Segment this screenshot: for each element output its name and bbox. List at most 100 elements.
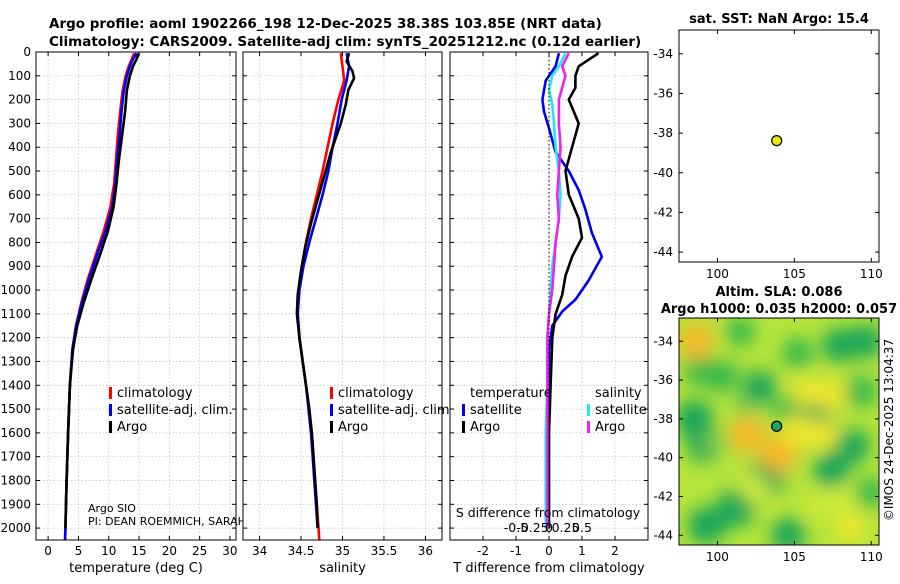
temperature-series-argo (64, 52, 141, 529)
sst_map-frame (678, 29, 880, 263)
sst_map-xtick-label: 110 (860, 267, 883, 281)
salinity-xtick-label: 36 (418, 544, 433, 558)
temperature-xtick-label: 10 (101, 544, 116, 558)
sla-map-title-line2: Argo h1000: 0.035 h2000: 0.057 (661, 302, 897, 317)
salinity-xtick-label: 34 (252, 544, 267, 558)
sla_map-anomaly-cell (792, 377, 822, 407)
difference-temperature-legend-swatch (462, 404, 465, 416)
sla_map-anomaly-cell (807, 492, 831, 517)
watermark-text: ©IMOS 24-Dec-2025 13:04:37 (882, 339, 896, 521)
sst_map-background (679, 30, 879, 262)
salinity-legend-swatch (330, 421, 333, 433)
difference-legend-salinity-title: salinity (595, 386, 642, 401)
salinity-panel: 34 34.5 35 35.5 36 salinity climatology satelli… (242, 51, 454, 576)
temperature-ytick-label: 1700 (0, 450, 31, 464)
sla_map-ytick-label: -36 (653, 373, 673, 387)
sla_map-xtick-label: 100 (706, 550, 729, 564)
difference-xlabel: T difference from climatology (452, 561, 645, 576)
temperature-xtick-label: 30 (222, 544, 237, 558)
sla_map-ytick-label: -44 (653, 528, 673, 542)
temperature-ytick-label: 600 (8, 188, 31, 202)
difference-xtick-label: -2 (477, 544, 489, 558)
salinity-xtick-label: 35 (335, 544, 350, 558)
sla_map-anomaly-cell (687, 506, 726, 545)
sst_map-ytick-label: -38 (653, 126, 673, 140)
temperature-plot-area (36, 52, 236, 540)
temperature-xtick-label: 5 (75, 544, 83, 558)
difference-xtick-label: -1 (510, 544, 522, 558)
temperature-ytick-label: 400 (8, 140, 31, 154)
temperature-ytick-label: 300 (8, 116, 31, 130)
sla-map-title-line1: Altim. SLA: 0.086 (716, 285, 843, 300)
sla_map-anomaly-cell (835, 513, 865, 543)
sst-map-panel: sat. SST: NaN Argo: 15.4 100 105 110 -34 -36 -… (653, 12, 882, 281)
temperature-ytick-label: 1500 (0, 402, 31, 416)
salinity-xtick-label: 35.5 (371, 544, 398, 558)
sla_map-ytick-label: -34 (653, 334, 673, 348)
temperature-xtick-label: 25 (192, 544, 207, 558)
sla_map-argo-position-marker (771, 420, 783, 432)
temperature-legend-label: climatology (117, 386, 193, 401)
temperature-ytick-label: 0 (23, 45, 31, 59)
sla_map-anomaly-cell (835, 428, 871, 464)
salinity-legend-swatch (330, 404, 333, 416)
sla_map-anomaly-cell (815, 380, 847, 412)
temperature-legend-swatch (109, 421, 112, 433)
sst_map-ytick-label: -40 (653, 166, 673, 180)
sla_map-anomaly-cell (741, 370, 777, 406)
difference-top-label: S difference from climatology (456, 505, 641, 520)
sla_map-frame (678, 317, 880, 546)
header-title-line2: Climatology: CARS2009. Satellite-adj cli… (49, 34, 641, 50)
temperature-legend-label: satellite-adj. clim. (117, 403, 233, 418)
temperature-ytick-label: 500 (8, 164, 31, 178)
temperature-legend-label: Argo (117, 420, 147, 435)
temperature-xlabel: temperature (deg C) (69, 561, 203, 576)
difference-salinity-legend-swatch (587, 421, 590, 433)
temperature-xtick-label: 0 (44, 544, 52, 558)
sla_map-ytick-label: -38 (653, 412, 673, 426)
temperature-annotation-institution: Argo SIO (88, 502, 136, 515)
salinity-legend-label: satellite-adj. clim. (338, 403, 454, 418)
salinity-plot-area (243, 52, 442, 540)
sla_map-anomaly-cell (771, 518, 806, 545)
difference-top-tick-label: 0.5 (572, 520, 592, 535)
sla_map-anomaly-cell (821, 327, 857, 363)
difference-top-tick-label: -0.5 (504, 520, 528, 535)
difference-temperature-legend-label: satellite (470, 403, 522, 418)
difference-top-tick-label: 0.25 (552, 520, 580, 535)
difference-salinity-legend-label: Argo (595, 420, 625, 435)
salinity-xlabel: salinity (319, 561, 366, 576)
sla_map-anomaly-cell (847, 324, 879, 359)
sst_map-xtick-label: 100 (706, 267, 729, 281)
salinity-legend-swatch (330, 387, 333, 399)
sst_map-ytick-label: -42 (653, 205, 673, 219)
temperature-ytick-label: 1600 (0, 426, 31, 440)
salinity-legend-label: Argo (338, 420, 368, 435)
sst_map-ytick-label: -44 (653, 245, 673, 259)
temperature-frame (35, 51, 237, 541)
sla_map-heatmap-cells (679, 318, 879, 545)
temperature-ytick-label: 900 (8, 259, 31, 273)
sst_map-ytick-label: -36 (653, 86, 673, 100)
temperature-annotation-pi: PI: DEAN ROEMMICH, SARAH (88, 515, 246, 528)
difference-temperature-legend-label: Argo (470, 420, 500, 435)
sla_map-xtick-label: 105 (783, 550, 806, 564)
sla_map-anomaly-cell (781, 414, 814, 447)
temperature-ytick-label: 2000 (0, 521, 31, 535)
sst_map-ytick-label: -34 (653, 47, 673, 61)
header-title-line1: Argo profile: aoml 1902266_198 12-Dec-20… (49, 16, 602, 32)
temperature-xtick-label: 20 (162, 544, 177, 558)
difference-panel: -2 -1 0 1 2 T difference from climatology S di… (449, 51, 649, 576)
temperature-ytick-label: 1200 (0, 331, 31, 345)
temperature-xtick-label: 15 (131, 544, 146, 558)
sla_map-anomaly-cell (782, 337, 813, 369)
difference-xtick-label: 2 (611, 544, 619, 558)
sla_map-anomaly-cell (704, 429, 731, 455)
sla_map-anomaly-cell (844, 375, 877, 409)
sla_map-ytick-label: -42 (653, 489, 673, 503)
difference-xtick-label: 0 (545, 544, 553, 558)
sla_map-anomaly-cell (740, 475, 768, 503)
temperature-ytick-label: 1100 (0, 307, 31, 321)
